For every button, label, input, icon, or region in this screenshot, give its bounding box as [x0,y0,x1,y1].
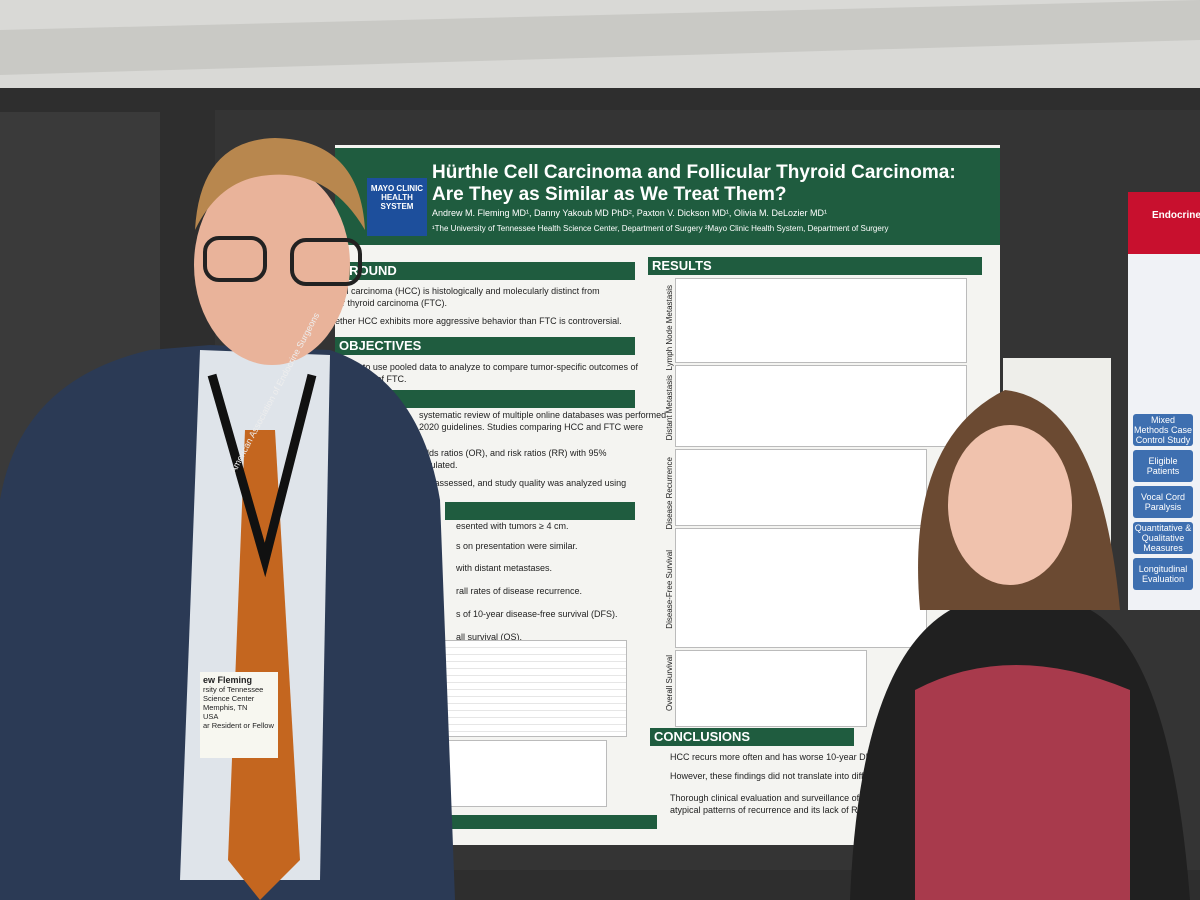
ceiling-panel [0,0,1200,75]
section-heading: OBJECTIVES [335,337,635,355]
text-line: However, these findings did not translat… [670,771,877,781]
text-line: 2020 guidelines. Studies comparing HCC a… [419,422,644,432]
text-line: rall rates of disease recurrence. [456,586,583,596]
poster-header: MAYO CLINIC HEALTH SYSTEM Hürthle Cell C… [335,148,1000,245]
badge-text: Science Center [203,694,255,703]
section-heading: RESULTS [648,257,982,275]
poster-title: Are They as Similar as We Treat Them? [432,184,787,205]
forest-plot [675,365,967,447]
text-line: with distant metastases. [456,563,553,573]
poster: MAYO CLINIC HEALTH SYSTEM Hürthle Cell C… [335,145,1000,845]
badge-text: USA [203,712,219,721]
text-line: alculated. [419,460,458,470]
text-line: are assessed, and study quality was anal… [419,478,627,488]
text-line: We aimed to use pooled data to analyze t… [335,362,639,372]
text-line: ether HCC exhibits more aggressive behav… [335,316,622,326]
side-item: Longitudinal Evaluation [1133,558,1193,590]
side-item: Mixed Methods Case Control Study [1133,414,1193,446]
text-line: all survival (OS). [456,632,523,642]
side-item: Quantitative & Qualitative Measures [1133,522,1193,554]
text-line: odds ratios (OR), and risk ratios (RR) w… [419,448,607,458]
text-line: Thorough clinical evaluation and surveil… [670,793,875,803]
side-item: Vocal Cord Paralysis [1133,486,1193,518]
woman [850,390,1190,900]
text-line: lar thyroid carcinoma (FTC). [335,298,448,308]
forest-plot [675,278,967,363]
section-heading: GROUND [335,262,635,280]
affiliation: ¹The University of Tennessee Health Scie… [432,224,889,233]
data-table [440,640,627,737]
badge-text: rsity of Tennessee [203,685,264,694]
side-poster: Endocrine Surg Mixed Methods Case Contro… [1128,192,1200,610]
authors: Andrew M. Fleming MD¹, Danny Yakoub MD P… [432,208,827,218]
forest-plot [675,650,867,727]
text-line: esented with tumors ≥ 4 cm. [456,521,569,531]
text-line: s on presentation were similar. [456,541,578,551]
badge-text: ew Fleming [203,675,253,685]
badge-text: ar Resident or Fellow [203,721,274,730]
text-line: s of 10-year disease-free survival (DFS)… [456,609,618,619]
side-title: Endocrine Surg [1128,192,1200,254]
forest-plot [675,449,927,526]
section-heading: CONCLUSIONS [650,728,854,746]
text-line: atypical patterns of recurrence and its … [670,805,874,815]
side-item: Eligible Patients [1133,450,1193,482]
badge: ew Fleming rsity of Tennessee Science Ce… [200,672,278,758]
man [0,138,455,900]
section-heading [445,502,635,520]
text-line: HCC recurs more often and has worse 10-y… [670,752,878,762]
logo: MAYO CLINIC HEALTH SYSTEM [367,178,427,236]
poster-title: Hürthle Cell Carcinoma and Follicular Th… [432,162,956,183]
text-line: cell carcinoma (HCC) is histologically a… [335,286,600,296]
badge-text: Memphis, TN [203,703,248,712]
text-line: systematic review of multiple online dat… [419,410,667,420]
footer-bar [397,815,657,829]
forest-plot [675,528,927,648]
